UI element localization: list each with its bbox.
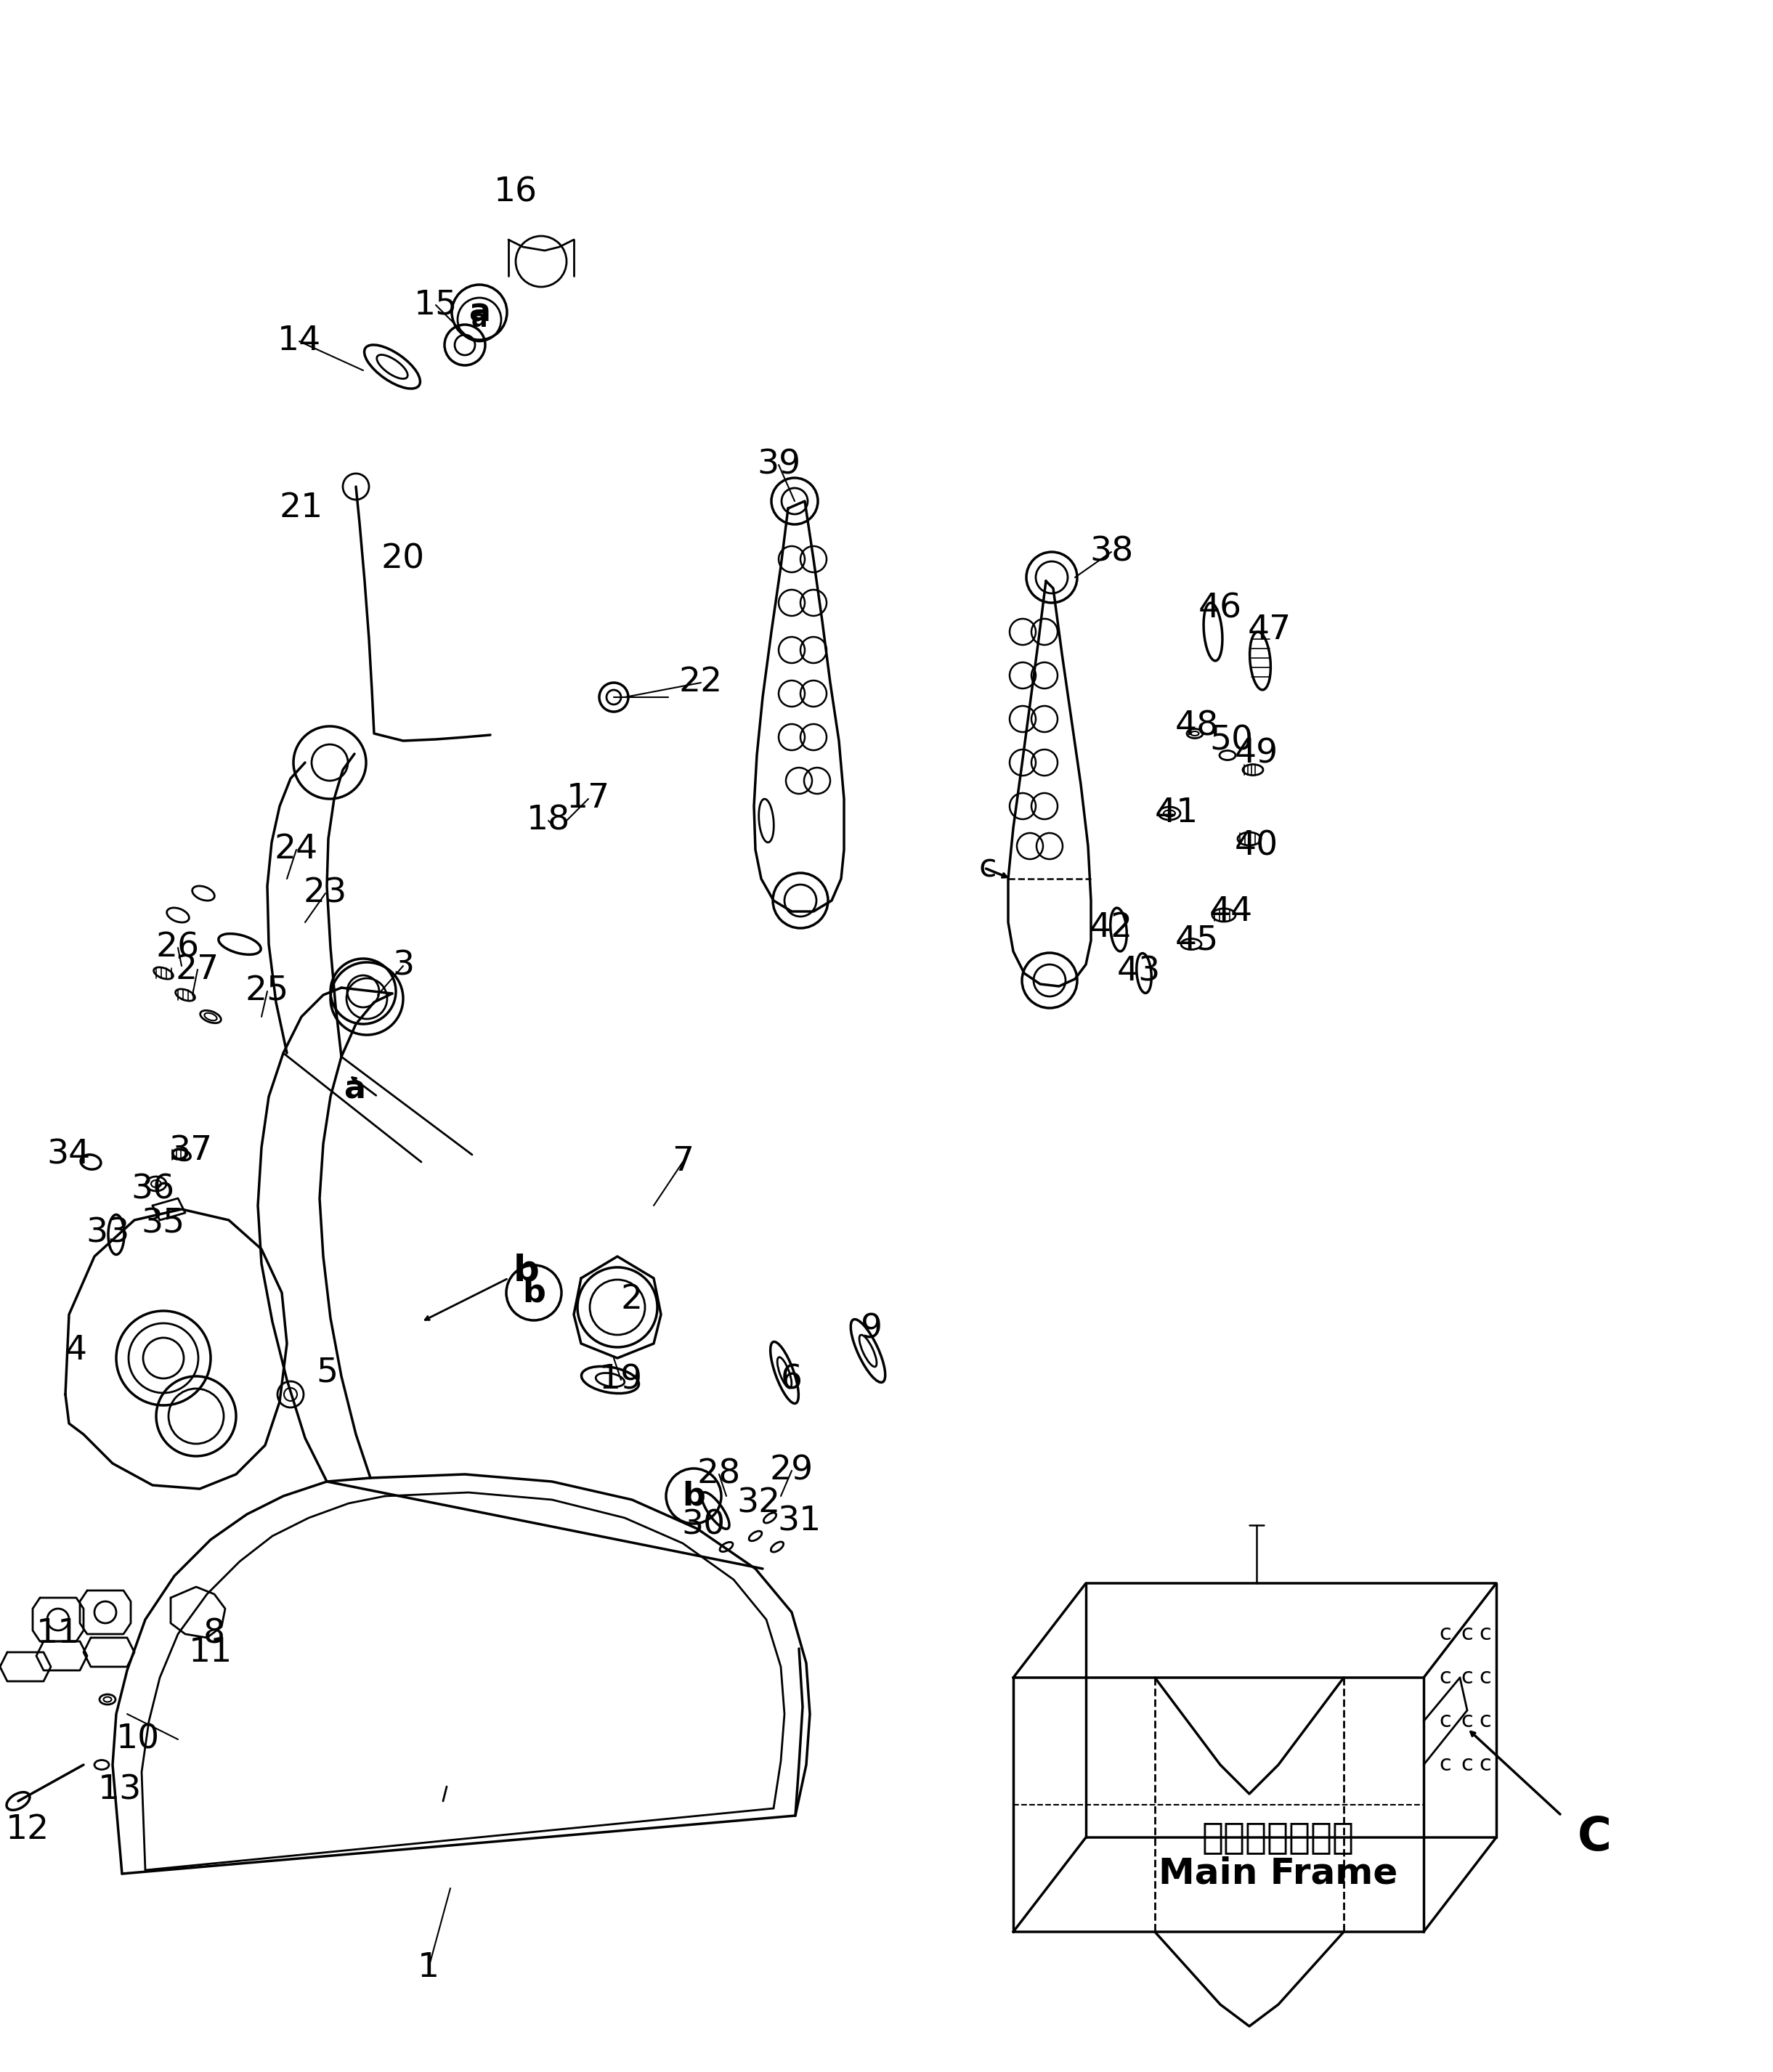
Text: c: c (1440, 1624, 1452, 1645)
Text: 33: 33 (85, 1216, 129, 1249)
Text: c: c (1461, 1711, 1473, 1732)
Text: 10: 10 (117, 1724, 160, 1755)
Text: 11: 11 (188, 1637, 232, 1668)
Text: 17: 17 (567, 783, 610, 814)
Text: 34: 34 (48, 1138, 90, 1171)
Text: 40: 40 (1234, 829, 1278, 862)
Text: 41: 41 (1154, 798, 1199, 829)
Text: 13: 13 (98, 1774, 142, 1807)
Text: c: c (1461, 1668, 1473, 1689)
Text: 25: 25 (245, 976, 289, 1007)
Text: c: c (1461, 1624, 1473, 1645)
Text: 36: 36 (131, 1173, 174, 1206)
Text: 21: 21 (280, 491, 323, 524)
Text: 4: 4 (66, 1334, 87, 1368)
Text: a: a (468, 296, 491, 327)
Text: 6: 6 (780, 1363, 803, 1397)
Text: 23: 23 (303, 876, 348, 910)
Text: 2: 2 (621, 1285, 644, 1316)
Text: メインフレーム: メインフレーム (1202, 1819, 1355, 1854)
Text: 29: 29 (769, 1455, 814, 1488)
Text: 35: 35 (142, 1208, 186, 1239)
Text: a: a (472, 307, 488, 332)
Text: 14: 14 (277, 325, 321, 358)
Text: 47: 47 (1248, 613, 1291, 646)
Text: 7: 7 (672, 1146, 693, 1179)
Text: 5: 5 (316, 1357, 339, 1388)
Text: 49: 49 (1234, 738, 1278, 771)
Text: b: b (514, 1254, 539, 1289)
Text: 26: 26 (156, 932, 200, 963)
Text: 31: 31 (777, 1504, 821, 1537)
Text: 30: 30 (681, 1508, 725, 1542)
Text: 42: 42 (1089, 912, 1133, 945)
Text: 12: 12 (5, 1813, 50, 1846)
Text: 1: 1 (418, 1952, 440, 1985)
Text: b: b (683, 1481, 706, 1513)
Text: 9: 9 (860, 1314, 883, 1345)
Text: c: c (1440, 1668, 1452, 1689)
Text: 3: 3 (392, 949, 415, 982)
Text: 8: 8 (204, 1618, 225, 1651)
Text: c: c (1479, 1624, 1491, 1645)
Text: c: c (1479, 1755, 1491, 1776)
Text: c: c (1440, 1755, 1452, 1776)
Text: 20: 20 (381, 543, 426, 576)
Text: c: c (979, 852, 996, 883)
Text: b: b (523, 1276, 546, 1307)
Text: 43: 43 (1117, 955, 1161, 988)
Text: 45: 45 (1175, 924, 1218, 957)
Text: 37: 37 (168, 1135, 213, 1167)
Text: 19: 19 (599, 1363, 644, 1397)
Text: 22: 22 (679, 667, 723, 698)
Text: c: c (1479, 1711, 1491, 1732)
Text: c: c (1461, 1755, 1473, 1776)
Text: 32: 32 (738, 1488, 780, 1519)
Text: 46: 46 (1199, 593, 1243, 626)
Text: Main Frame: Main Frame (1160, 1857, 1397, 1892)
Text: 24: 24 (275, 833, 317, 866)
Text: c: c (1479, 1668, 1491, 1689)
Text: 11: 11 (35, 1618, 80, 1651)
Text: c: c (1440, 1711, 1452, 1732)
Text: 50: 50 (1209, 725, 1254, 756)
Text: a: a (344, 1073, 365, 1104)
Text: 28: 28 (697, 1459, 741, 1490)
Text: 18: 18 (527, 804, 571, 837)
Text: 15: 15 (413, 288, 457, 321)
Text: 44: 44 (1209, 895, 1254, 928)
Text: 27: 27 (176, 953, 220, 986)
Text: 16: 16 (495, 176, 537, 209)
Text: C: C (1578, 1815, 1612, 1861)
Text: 39: 39 (757, 448, 801, 481)
Text: 38: 38 (1089, 535, 1133, 568)
Text: 48: 48 (1175, 711, 1218, 742)
